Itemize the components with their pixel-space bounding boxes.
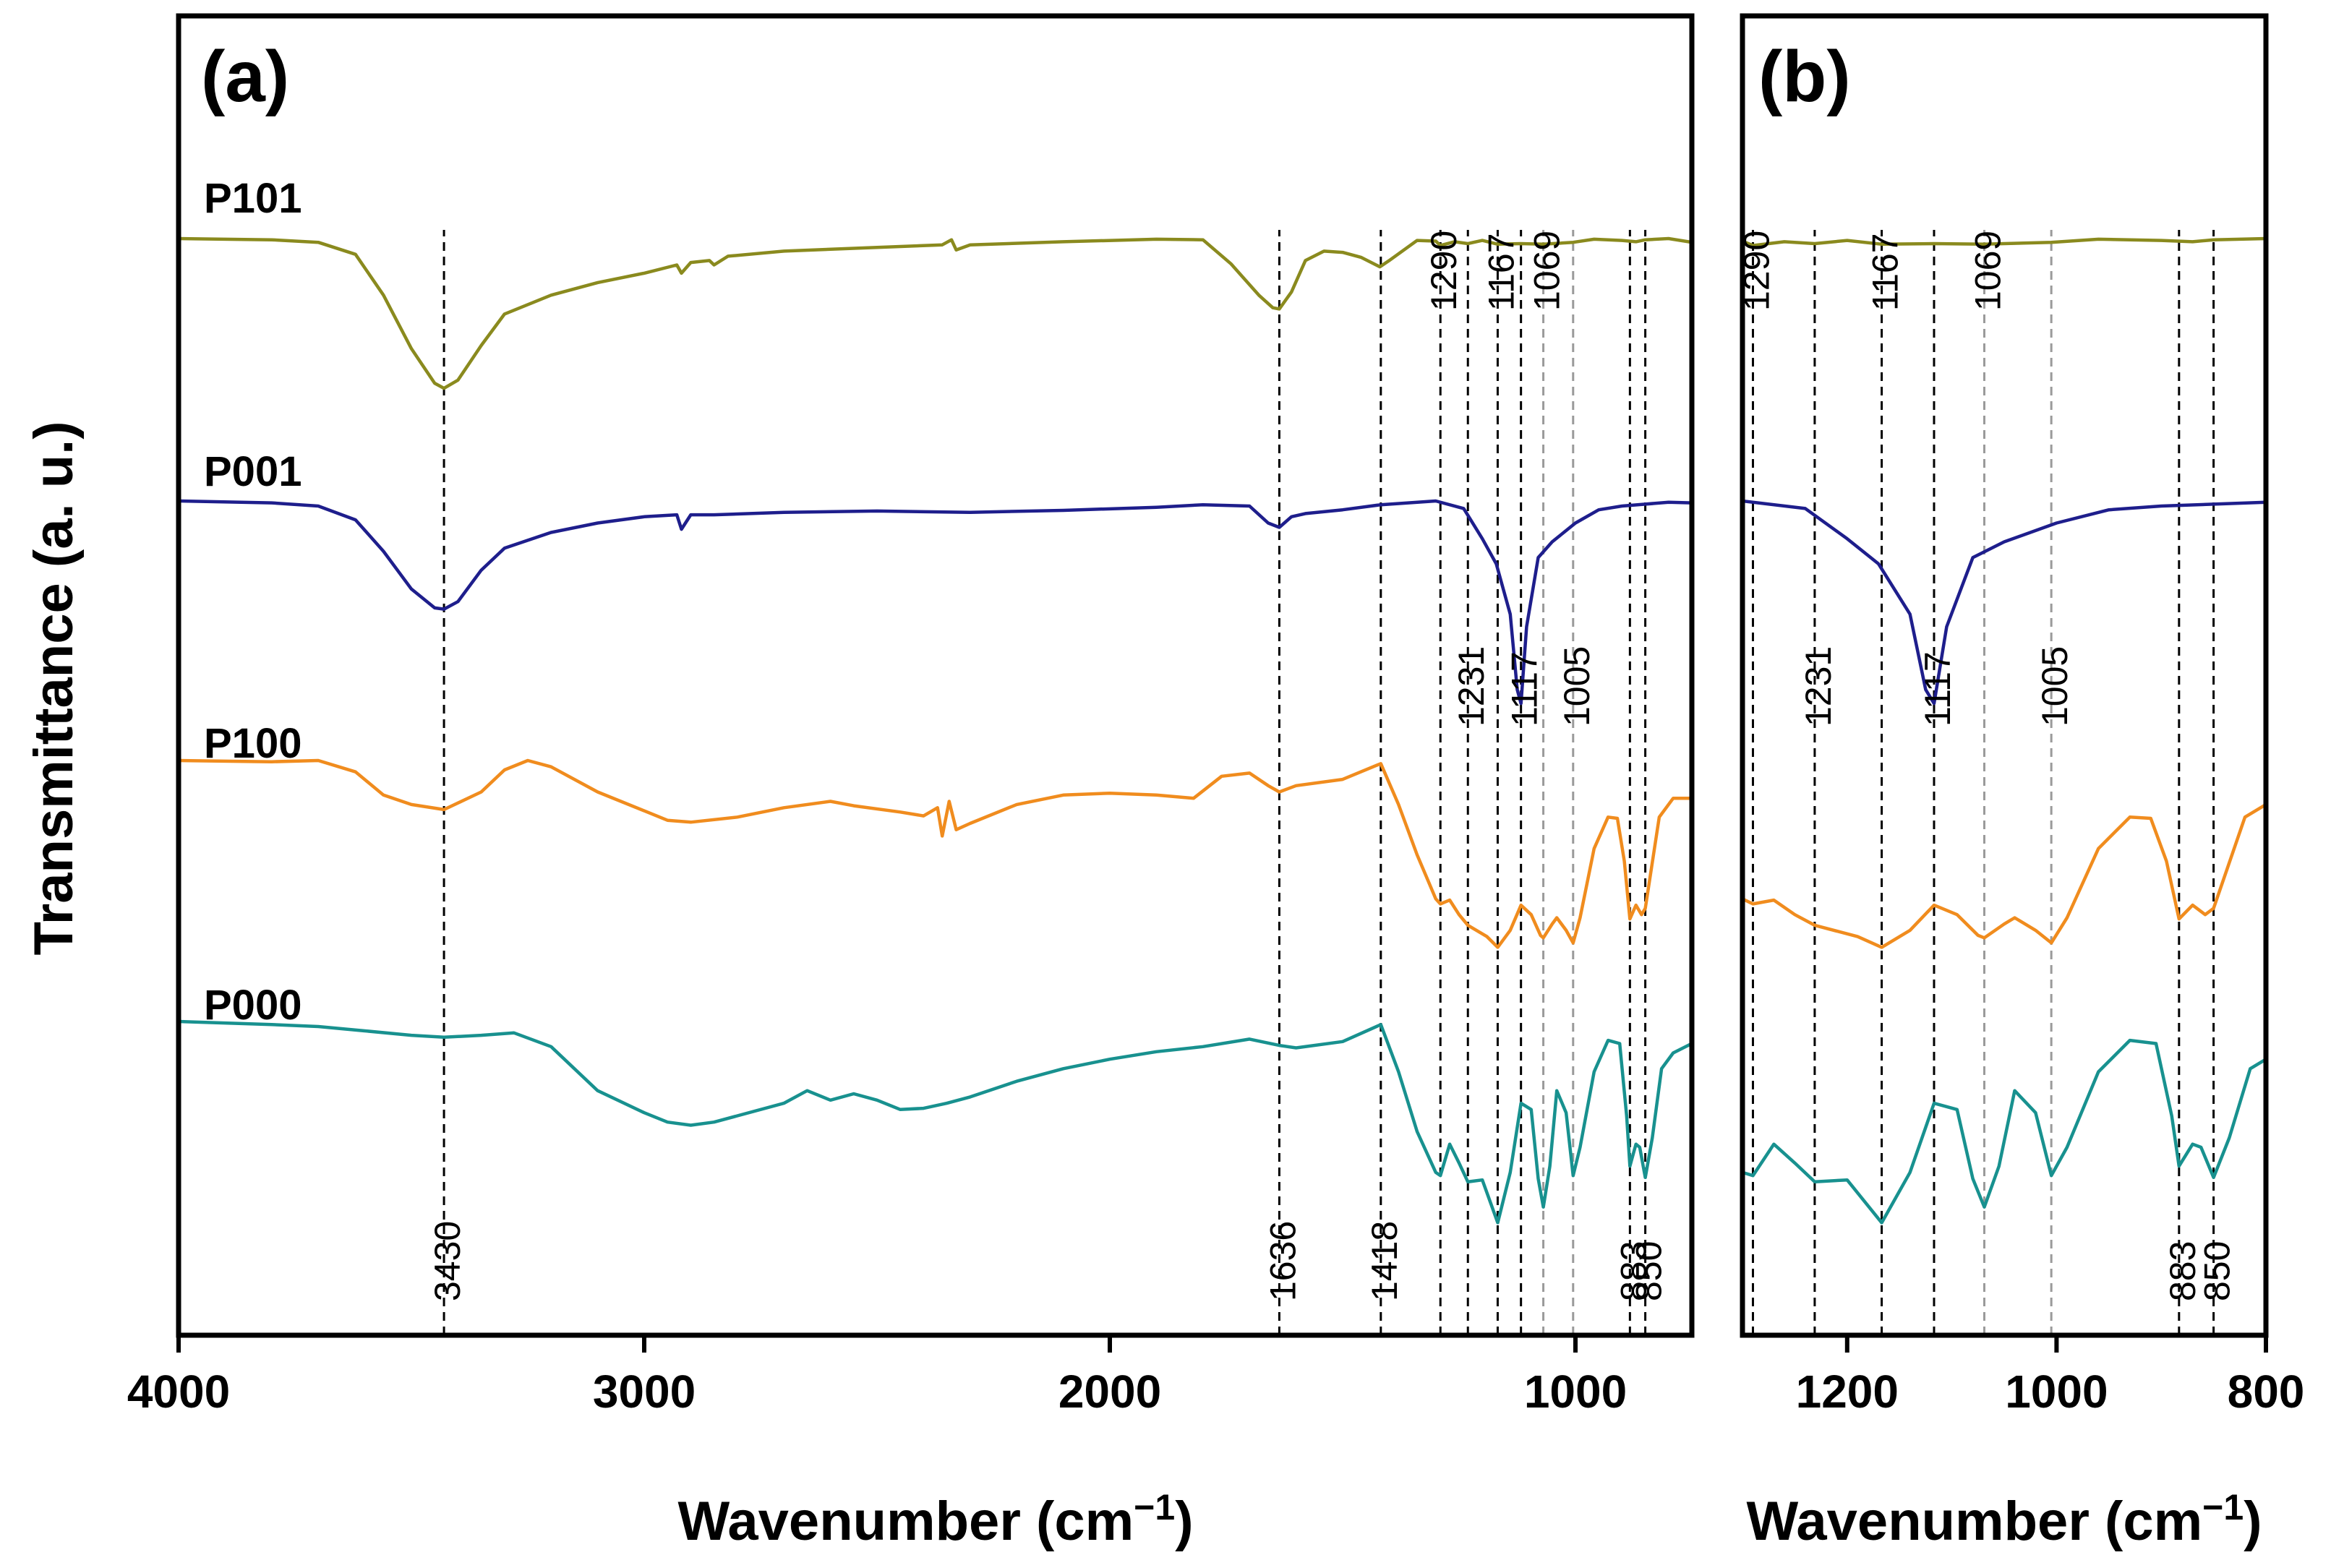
series-line-b-p000 bbox=[1742, 1038, 2266, 1225]
peak-label-b-883: 883 bbox=[2163, 1241, 2203, 1301]
panel-b-x-axis-title-end: ) bbox=[2244, 1491, 2262, 1552]
panel-b-x-axis-title-sup: −1 bbox=[2202, 1487, 2244, 1528]
peak-label-a-883: 883 bbox=[1613, 1241, 1654, 1301]
series-label-p000: P000 bbox=[204, 982, 301, 1029]
x-tick-label-b-800: 800 bbox=[2228, 1366, 2305, 1418]
panel-a-x-ticks: 4000 3000 2000 1000 bbox=[127, 1335, 1627, 1418]
series-line-a-p001 bbox=[179, 499, 1692, 706]
series-label-p001: P001 bbox=[204, 448, 301, 495]
peak-label-b-1231: 1231 bbox=[1798, 646, 1839, 727]
panel-a-frame bbox=[176, 13, 1695, 1338]
series-line-b-p001 bbox=[1742, 499, 2266, 706]
peak-label-a-850: 850 bbox=[1629, 1241, 1669, 1301]
series-line-a-p101 bbox=[179, 236, 1692, 390]
peak-label-a-1069: 1069 bbox=[1527, 231, 1567, 311]
y-axis-title: Transmittance (a. u.) bbox=[23, 421, 85, 955]
panel-b-x-ticks: 1200 1000 800 bbox=[1796, 1335, 2305, 1418]
peak-label-a-1636: 1636 bbox=[1262, 1221, 1303, 1301]
series-label-p100: P100 bbox=[204, 720, 301, 767]
panel-a-x-axis-title-end: ) bbox=[1175, 1491, 1193, 1552]
panel-b-frame bbox=[1740, 13, 2269, 1338]
peak-label-b-1005: 1005 bbox=[2035, 646, 2075, 727]
peak-label-b-1117: 1117 bbox=[1917, 651, 1958, 727]
peak-label-a-1117: 1117 bbox=[1505, 651, 1545, 727]
series-line-a-p000 bbox=[179, 1019, 1692, 1225]
panel-a-label: (a) bbox=[201, 36, 289, 117]
x-tick-label-a-3000: 3000 bbox=[593, 1366, 696, 1418]
peak-label-a-1418: 1418 bbox=[1364, 1221, 1405, 1301]
x-tick-label-b-1000: 1000 bbox=[2005, 1366, 2108, 1418]
x-tick-label-b-1200: 1200 bbox=[1796, 1366, 1899, 1418]
x-tick-label-a-4000: 4000 bbox=[127, 1366, 230, 1418]
x-tick-label-a-2000: 2000 bbox=[1058, 1366, 1161, 1418]
series-label-p101: P101 bbox=[204, 175, 301, 222]
panel-a-x-axis-title-text: Wavenumber (cm bbox=[677, 1491, 1134, 1552]
peak-label-a-3430: 3430 bbox=[427, 1221, 468, 1301]
peak-label-a-1005: 1005 bbox=[1557, 646, 1597, 727]
series-line-b-p100 bbox=[1742, 802, 2266, 949]
peak-label-a-1231: 1231 bbox=[1451, 646, 1492, 727]
peak-label-b-1167: 1167 bbox=[1865, 233, 1906, 311]
x-tick-label-a-1000: 1000 bbox=[1524, 1366, 1627, 1418]
peak-label-a-1167: 1167 bbox=[1481, 233, 1521, 311]
panel-a-x-axis-title: Wavenumber (cm−1) bbox=[677, 1487, 1193, 1552]
series-line-b-p101 bbox=[1742, 236, 2266, 247]
peak-label-b-1069: 1069 bbox=[1967, 231, 2008, 311]
panel-b-x-axis-title: Wavenumber (cm−1) bbox=[1746, 1487, 2262, 1552]
peak-label-b-850: 850 bbox=[2197, 1241, 2238, 1301]
series-line-a-p100 bbox=[179, 758, 1692, 949]
series-group-a bbox=[179, 236, 1692, 1225]
panel-b-x-axis-title-text: Wavenumber (cm bbox=[1746, 1491, 2202, 1552]
series-group-b bbox=[1742, 236, 2266, 1225]
peak-label-a-1290: 1290 bbox=[1424, 231, 1464, 311]
panel-a-x-axis-title-sup: −1 bbox=[1134, 1487, 1175, 1528]
panel-b-label: (b) bbox=[1758, 36, 1851, 117]
